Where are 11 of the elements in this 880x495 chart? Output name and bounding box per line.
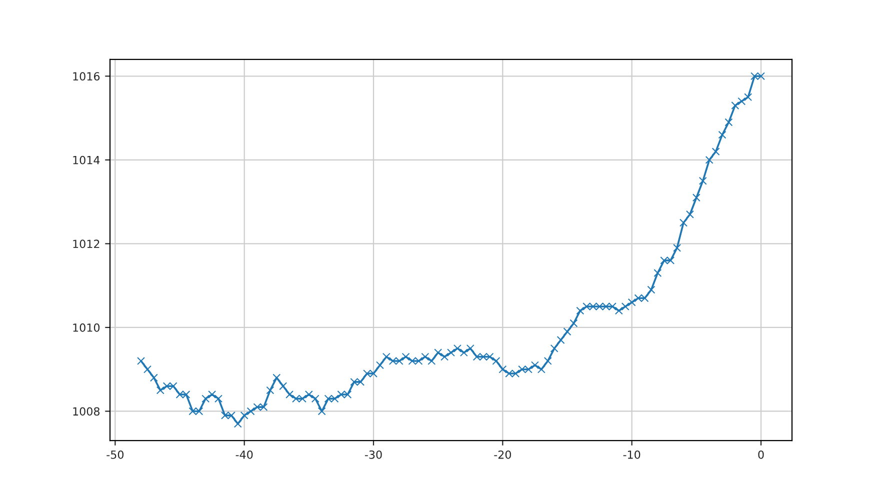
x-tick-label: -20 [494, 450, 512, 459]
y-tick-label: 1010 [73, 323, 100, 332]
x-tick-label: -10 [623, 450, 640, 459]
y-tick-label: 1008 [73, 407, 100, 416]
x-tick-label: 0 [758, 450, 764, 459]
y-tick-label: 1012 [73, 240, 100, 248]
x-tick-label: -30 [364, 450, 382, 459]
x-tick-label: -50 [106, 450, 124, 459]
y-tick-label: 1014 [73, 156, 100, 164]
x-tick-label: -40 [236, 450, 253, 459]
y-tick-label: 1016 [73, 72, 100, 81]
